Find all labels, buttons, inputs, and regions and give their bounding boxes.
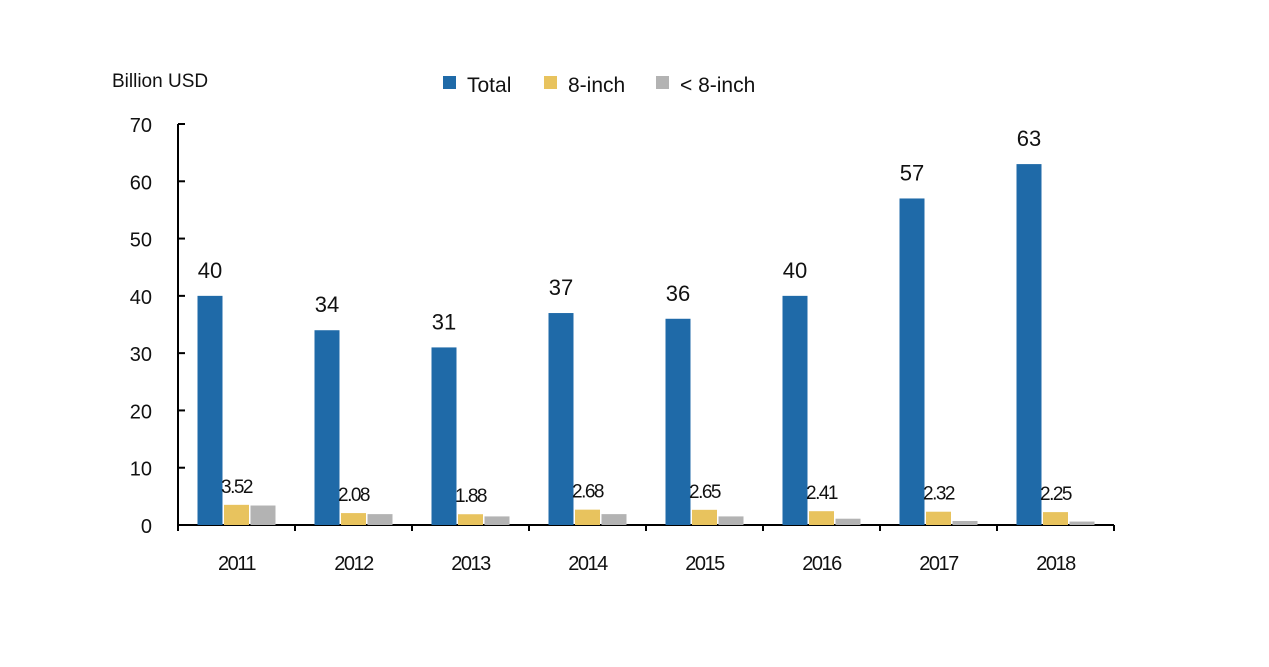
data-label-total: 40 xyxy=(783,258,807,283)
bars xyxy=(197,164,1095,525)
bar-8-inch xyxy=(575,509,600,525)
data-label-8-inch: 2.65 xyxy=(689,482,721,503)
x-category-label: 2014 xyxy=(568,553,608,575)
y-axis: 0 10 20 30 40 50 60 70 xyxy=(130,115,185,538)
data-label-total: 31 xyxy=(432,309,456,334)
bar-total xyxy=(1016,164,1042,525)
bar-lt-8-inch xyxy=(484,516,510,525)
y-tick-label: 70 xyxy=(130,115,152,137)
legend-label: Total xyxy=(467,74,511,97)
y-tick-label: 20 xyxy=(130,401,152,423)
bar-8-inch xyxy=(458,514,483,525)
bar-lt-8-inch xyxy=(367,514,393,525)
bar-8-inch xyxy=(809,511,834,525)
bar-total xyxy=(431,347,457,525)
bar-lt-8-inch xyxy=(835,518,861,525)
x-category-label: 2018 xyxy=(1036,553,1076,575)
legend-label: 8-inch xyxy=(568,74,625,97)
y-axis-unit-label: Billion USD xyxy=(112,71,208,92)
legend-swatch xyxy=(544,76,557,89)
data-label-total: 63 xyxy=(1017,126,1041,151)
bar-total xyxy=(314,330,340,525)
bar-8-inch xyxy=(1043,512,1068,525)
bar-lt-8-inch xyxy=(601,514,627,525)
x-category-label: 2011 xyxy=(218,553,256,575)
bar-total xyxy=(665,318,691,525)
y-tick-label: 10 xyxy=(130,459,152,481)
y-tick-label: 60 xyxy=(130,172,152,194)
bar-8-inch xyxy=(926,511,951,525)
x-category-label: 2015 xyxy=(685,553,725,575)
bar-8-inch xyxy=(224,504,249,525)
data-labels: 40 34 31 37 36 40 57 63 3.52 2.08 1.88 2.68 2.65 2.41… xyxy=(198,126,1074,507)
y-tick-label: 40 xyxy=(130,287,152,309)
bar-total xyxy=(548,313,574,525)
data-label-total: 37 xyxy=(549,275,573,300)
bar-lt-8-inch xyxy=(952,520,978,525)
legend-label: < 8-inch xyxy=(680,74,755,97)
data-label-8-inch: 3.52 xyxy=(221,477,253,498)
y-tick-label: 0 xyxy=(141,516,152,538)
data-label-8-inch: 2.25 xyxy=(1040,484,1072,505)
data-label-8-inch: 2.68 xyxy=(572,482,604,503)
x-category-label: 2013 xyxy=(451,553,491,575)
data-label-8-inch: 2.32 xyxy=(923,484,955,505)
legend-swatch xyxy=(656,76,669,89)
data-label-8-inch: 1.88 xyxy=(455,486,487,507)
x-category-label: 2012 xyxy=(334,553,374,575)
bar-total xyxy=(782,295,808,525)
bar-8-inch xyxy=(692,509,717,525)
y-tick-label: 50 xyxy=(130,230,152,252)
data-label-8-inch: 2.08 xyxy=(338,485,370,506)
legend-swatch xyxy=(443,76,456,89)
bar-lt-8-inch xyxy=(250,505,276,525)
legend: Total 8-inch < 8-inch xyxy=(443,74,755,97)
bar-lt-8-inch xyxy=(718,516,744,525)
x-axis: 2011 2012 2013 2014 2015 2016 2017 2018 xyxy=(177,524,1115,575)
x-category-label: 2017 xyxy=(919,553,959,575)
bar-lt-8-inch xyxy=(1069,521,1095,525)
data-label-total: 57 xyxy=(900,160,924,185)
bar-8-inch xyxy=(341,513,366,525)
bar-total xyxy=(197,295,223,525)
bar-total xyxy=(899,198,925,525)
x-category-label: 2016 xyxy=(802,553,842,575)
y-tick-label: 30 xyxy=(130,344,152,366)
data-label-total: 36 xyxy=(666,281,690,306)
data-label-8-inch: 2.41 xyxy=(806,483,838,504)
data-label-total: 40 xyxy=(198,258,222,283)
data-label-total: 34 xyxy=(315,292,339,317)
